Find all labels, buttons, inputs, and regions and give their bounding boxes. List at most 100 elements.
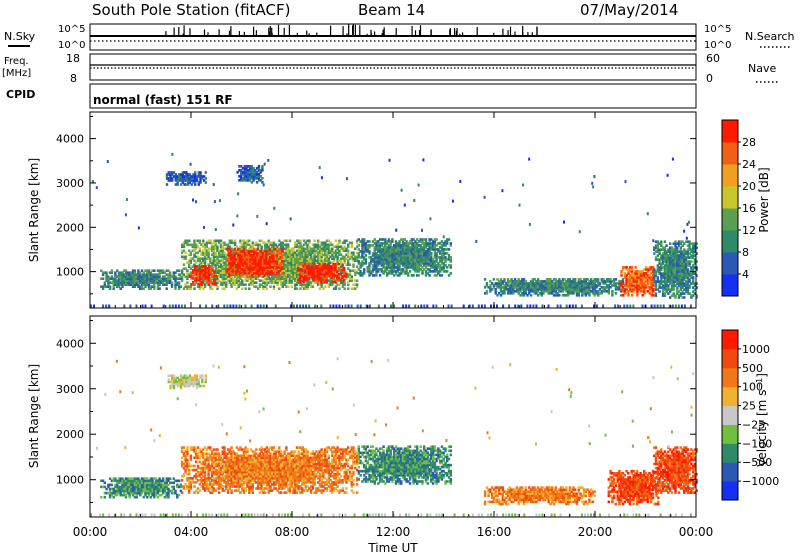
power-cell — [151, 285, 154, 288]
power-cell — [225, 261, 228, 264]
power-cell — [670, 252, 674, 255]
power-cell — [380, 264, 383, 267]
power-cell — [636, 278, 639, 281]
power-ground-cell — [244, 304, 247, 308]
power-cell — [665, 244, 668, 247]
power-cell — [267, 277, 270, 280]
power-cell — [237, 277, 240, 280]
power-cell — [403, 238, 406, 241]
power-cell — [552, 278, 556, 281]
power-cell — [363, 252, 366, 255]
power-cell — [676, 266, 679, 269]
power-cell — [213, 279, 216, 282]
power-cell — [214, 245, 217, 249]
power-cell — [307, 268, 311, 272]
power-cell — [156, 277, 160, 280]
power-cell — [368, 240, 371, 243]
power-cell — [294, 265, 297, 268]
power-cell — [414, 254, 417, 257]
power-cell — [629, 278, 632, 281]
power-cell — [545, 288, 549, 291]
power-cell — [283, 243, 286, 247]
power-cell — [311, 272, 314, 276]
power-cell — [393, 248, 396, 251]
power-cell — [219, 263, 223, 266]
power-cell — [261, 167, 264, 170]
power-cell — [240, 173, 243, 176]
power-cell — [188, 175, 192, 178]
power-cell — [140, 283, 144, 286]
power-cell — [641, 286, 644, 289]
power-cell — [686, 286, 690, 289]
power-cell — [327, 249, 330, 253]
power-cell — [378, 274, 382, 277]
power-cell — [318, 276, 321, 280]
noise-tick-right-top: 10^5 — [704, 24, 731, 35]
power-cell — [210, 261, 214, 264]
power-cell — [320, 251, 323, 255]
power-cell — [203, 253, 207, 257]
power-cell — [524, 280, 527, 283]
power-cell — [265, 250, 268, 253]
power-cell — [229, 256, 233, 259]
power-cell — [121, 275, 124, 278]
power-cell — [174, 287, 177, 290]
power-cell — [317, 251, 320, 255]
power-cell — [567, 290, 570, 293]
power-ground-cell — [250, 304, 253, 308]
power-cell — [298, 276, 302, 280]
power-cell — [519, 294, 522, 297]
power-cell — [658, 248, 661, 251]
power-cell — [421, 254, 424, 257]
power-cell — [536, 282, 540, 285]
power-cell — [533, 288, 536, 291]
power-ground-cell — [680, 304, 683, 308]
power-cell — [674, 274, 677, 277]
power-cell — [419, 254, 422, 257]
power-cell — [373, 262, 376, 265]
power-cell — [660, 276, 663, 279]
power-cell — [407, 272, 410, 275]
power-cell — [439, 256, 442, 259]
power-cell — [347, 261, 350, 264]
power-cell — [382, 242, 385, 245]
power-cell — [190, 275, 193, 278]
power-cell — [196, 255, 200, 259]
power-cell — [219, 281, 223, 284]
power-cell — [440, 274, 444, 277]
power-cell — [439, 242, 442, 245]
power-cell — [670, 272, 674, 275]
power-cell — [193, 249, 196, 253]
power-cell — [398, 260, 401, 263]
power-cell — [517, 292, 520, 295]
power-cell — [681, 286, 684, 289]
power-cell — [391, 264, 394, 267]
power-cell — [378, 256, 382, 259]
power-cell — [238, 260, 242, 263]
power-cell — [377, 248, 380, 251]
power-cell — [325, 243, 329, 247]
power-cell — [279, 252, 282, 255]
power-cell — [197, 171, 200, 174]
power-cell — [279, 245, 283, 249]
power-cell — [361, 240, 364, 243]
power-cell — [309, 262, 312, 266]
power-cell — [195, 281, 198, 284]
power-cell — [332, 266, 335, 270]
power-cell — [334, 280, 337, 284]
power-cell — [262, 241, 265, 245]
power-cell — [692, 248, 695, 251]
power-cell — [410, 262, 414, 265]
power-cell — [447, 248, 451, 251]
power-cell — [188, 239, 191, 243]
power-cell — [244, 252, 247, 255]
power-cell — [193, 255, 196, 259]
power-cell — [264, 285, 267, 288]
power-cell — [211, 273, 214, 276]
power-cell — [294, 283, 297, 286]
power-cell — [274, 264, 277, 267]
power-cell — [661, 256, 665, 259]
power-cell — [300, 272, 303, 276]
power-cell — [247, 250, 250, 253]
power-cell — [683, 272, 686, 275]
